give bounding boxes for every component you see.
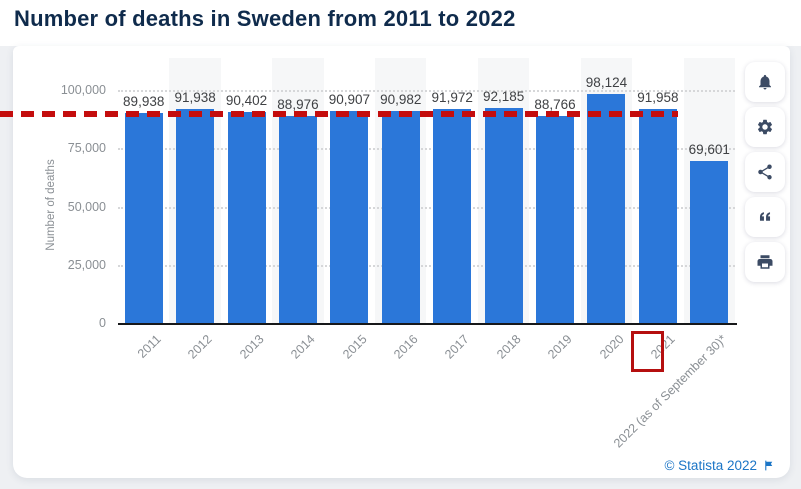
gear-icon <box>757 119 773 135</box>
y-tick-label: 25,000 <box>67 257 106 272</box>
bar-2013[interactable] <box>227 112 266 323</box>
y-tick-label: 0 <box>99 316 106 330</box>
bar-value-label: 92,185 <box>482 89 525 105</box>
bar-2015[interactable] <box>330 111 369 323</box>
toolbar-rail <box>735 46 801 446</box>
bar-2019[interactable] <box>536 116 575 323</box>
bar-value-label: 69,601 <box>688 141 730 157</box>
y-tick-label: 50,000 <box>67 199 106 214</box>
bell-icon <box>759 74 771 90</box>
bar-2016[interactable] <box>381 111 420 323</box>
bar-value-label: 90,402 <box>225 93 268 109</box>
print-button[interactable] <box>745 242 785 282</box>
bar-value-label: 88,976 <box>277 96 319 112</box>
bar-2017[interactable] <box>433 108 472 323</box>
y-tick-label: 75,000 <box>67 141 106 156</box>
bar-value-label: 91,972 <box>431 89 473 105</box>
bar-2018[interactable] <box>484 108 523 323</box>
flag-icon[interactable] <box>762 459 775 472</box>
bar-value-label: 88,766 <box>534 97 576 113</box>
bar-value-label: 98,124 <box>585 75 628 91</box>
bar-value-label: 91,958 <box>637 89 679 105</box>
gridline <box>118 90 735 92</box>
share-button[interactable] <box>745 152 785 192</box>
gridline <box>118 264 735 267</box>
x-axis-line <box>118 323 737 325</box>
bar-2020[interactable] <box>587 94 626 323</box>
y-tick-label: 100,000 <box>60 83 106 97</box>
quote-icon <box>759 212 771 221</box>
cite-button[interactable] <box>745 197 785 237</box>
gridline <box>118 148 735 151</box>
bar-value-label: 89,938 <box>123 94 165 110</box>
bar-value-label: 90,907 <box>328 92 371 108</box>
printer-icon <box>757 255 773 269</box>
statista-credit-link[interactable]: © Statista 2022 <box>664 458 757 473</box>
bar-2021[interactable] <box>638 108 677 323</box>
bar-value-label: 91,938 <box>174 89 216 105</box>
share-icon <box>758 164 772 180</box>
notifications-button[interactable] <box>745 62 785 102</box>
bar-2022[interactable] <box>690 160 729 323</box>
bar-value-label: 90,982 <box>380 92 422 107</box>
bar-2011[interactable] <box>124 113 163 323</box>
annotation-box-2021 <box>630 331 664 372</box>
statista-credit: © Statista 2022 <box>664 458 775 473</box>
bar-2012[interactable] <box>176 108 215 323</box>
gridline <box>118 206 735 209</box>
page-title: Number of deaths in Sweden from 2011 to … <box>14 6 516 31</box>
bar-2014[interactable] <box>278 115 317 323</box>
settings-button[interactable] <box>745 107 785 147</box>
reference-line <box>0 110 678 117</box>
